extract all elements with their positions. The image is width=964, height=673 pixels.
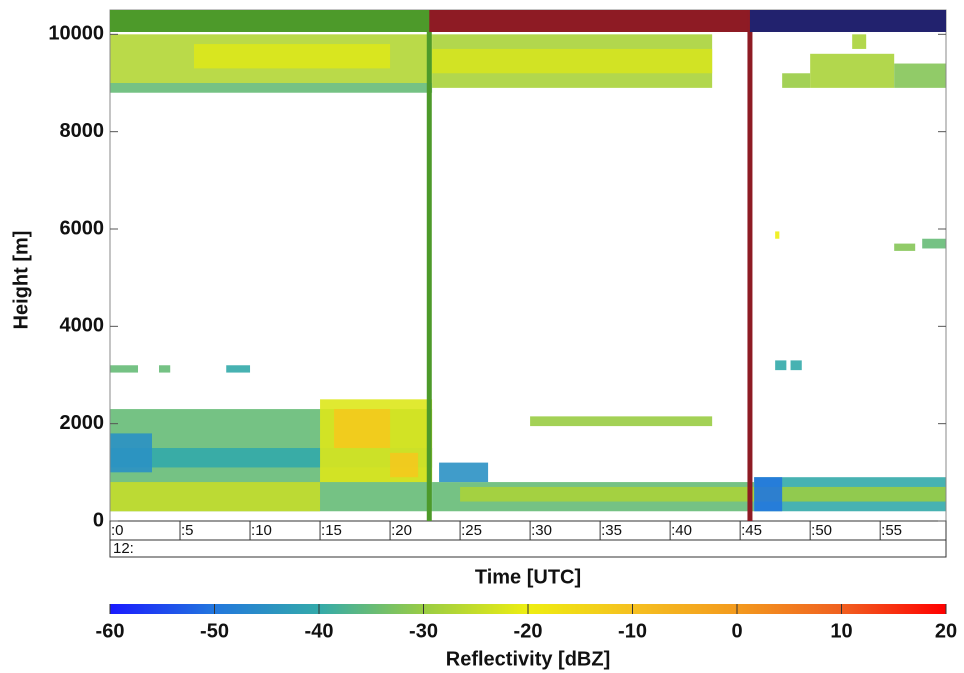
y-tick-label: 0 bbox=[93, 509, 104, 531]
reflectivity-cell bbox=[439, 462, 489, 483]
reflectivity-cell bbox=[810, 53, 895, 88]
x-tick-label: :10 bbox=[251, 522, 272, 539]
reflectivity-cell bbox=[790, 360, 802, 371]
reflectivity-cell bbox=[775, 231, 780, 239]
reflectivity-cell bbox=[894, 63, 946, 88]
y-tick-label: 6000 bbox=[60, 217, 105, 239]
reflectivity-cell bbox=[159, 365, 171, 373]
y-tick-label: 4000 bbox=[60, 315, 105, 337]
x-tick-label: :50 bbox=[811, 522, 832, 539]
x-axis-label: Time [UTC] bbox=[475, 566, 581, 588]
reflectivity-cell bbox=[852, 34, 867, 49]
reflectivity-cell bbox=[110, 365, 139, 373]
colorbar-tick-label: 20 bbox=[935, 620, 957, 642]
reflectivity-cell bbox=[110, 482, 321, 512]
reflectivity-cell bbox=[922, 238, 946, 249]
colorbar-tick-label: -10 bbox=[618, 620, 647, 642]
x-tick-label: :45 bbox=[741, 522, 762, 539]
x-tick-label: :40 bbox=[671, 522, 692, 539]
colorbar-tick-label: 10 bbox=[830, 620, 852, 642]
reflectivity-cell bbox=[110, 433, 153, 473]
x-tick-label: :15 bbox=[321, 522, 342, 539]
reflectivity-cell bbox=[194, 44, 391, 69]
x-tick-label: :35 bbox=[601, 522, 622, 539]
reflectivity-cell bbox=[754, 477, 783, 512]
segment-bar bbox=[110, 10, 430, 32]
colorbar-tick-label: -50 bbox=[200, 620, 229, 642]
segment-bar bbox=[749, 10, 946, 32]
reflectivity-cell bbox=[226, 365, 251, 373]
colorbar-tick-label: -40 bbox=[305, 620, 334, 642]
x-tick-label: :25 bbox=[461, 522, 482, 539]
colorbar-tick-label: -20 bbox=[514, 620, 543, 642]
x-tick-label: :20 bbox=[391, 522, 412, 539]
reflectivity-cell bbox=[110, 83, 433, 93]
colorbar-tick-label: -60 bbox=[96, 620, 125, 642]
reflectivity-cell bbox=[782, 73, 811, 88]
y-tick-label: 10000 bbox=[48, 23, 104, 45]
reflectivity-cell bbox=[530, 416, 713, 427]
date-prefix: 12: bbox=[113, 540, 134, 557]
reflectivity-cell bbox=[390, 452, 419, 478]
y-tick-label: 8000 bbox=[60, 120, 105, 142]
colorbar-label: Reflectivity [dBZ] bbox=[446, 648, 610, 670]
y-tick-label: 2000 bbox=[60, 412, 105, 434]
reflectivity-cell bbox=[775, 360, 787, 371]
x-tick-label: :5 bbox=[181, 522, 194, 539]
reflectivity-cell bbox=[334, 409, 391, 448]
segment-bar bbox=[429, 10, 750, 32]
x-tick-label: :55 bbox=[881, 522, 902, 539]
reflectivity-cell bbox=[754, 486, 946, 502]
x-tick-label: :30 bbox=[531, 522, 552, 539]
reflectivity-cell bbox=[460, 486, 755, 502]
colorbar-tick-label: -30 bbox=[409, 620, 438, 642]
reflectivity-cell bbox=[432, 48, 713, 74]
reflectivity-cell bbox=[894, 243, 916, 251]
y-axis-label: Height [m] bbox=[10, 231, 32, 330]
x-tick-label: :0 bbox=[111, 522, 124, 539]
colorbar-tick-label: 0 bbox=[731, 620, 742, 642]
